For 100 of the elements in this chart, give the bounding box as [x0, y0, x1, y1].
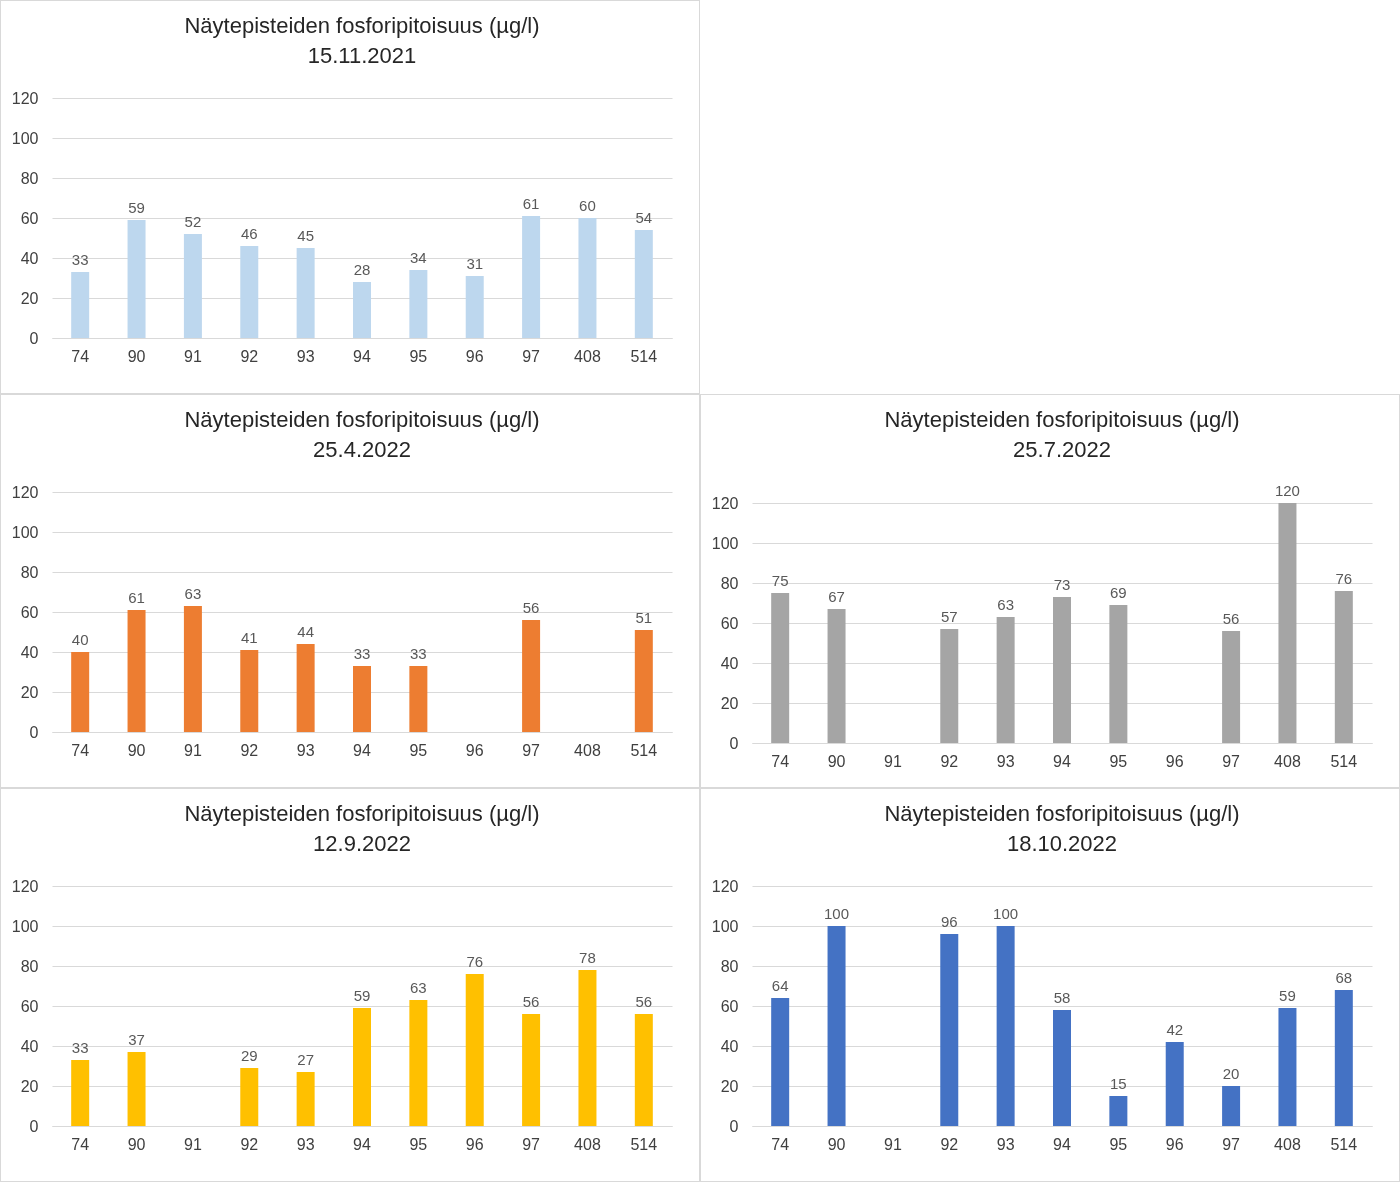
bar	[353, 666, 371, 732]
data-label: 51	[635, 609, 653, 626]
data-label: 56	[635, 993, 653, 1010]
bar	[1334, 990, 1353, 1126]
x-tick-label: 74	[71, 741, 90, 759]
x-tick-label: 93	[996, 1135, 1015, 1153]
data-label: 73	[1053, 576, 1071, 593]
data-label: 63	[184, 585, 202, 602]
y-tick-label: 20	[720, 1077, 739, 1095]
data-label: 100	[824, 905, 850, 922]
data-label: 58	[1053, 989, 1071, 1006]
bar	[183, 234, 202, 338]
data-label: 63	[410, 979, 427, 996]
x-tick-label: 93	[296, 347, 315, 365]
data-label: 59	[353, 987, 371, 1004]
x-tick-label: 97	[522, 347, 541, 365]
bar	[71, 272, 90, 338]
bar	[771, 593, 790, 743]
x-tick-label: 95	[1109, 752, 1128, 770]
bar	[465, 276, 484, 338]
y-tick-label: 80	[20, 957, 39, 975]
y-tick-label: 20	[20, 683, 39, 701]
data-label: 44	[297, 623, 314, 640]
bar	[71, 1060, 90, 1126]
bar	[296, 1072, 315, 1126]
x-tick-label: 90	[827, 752, 846, 770]
bar	[127, 610, 146, 732]
data-label: 120	[1274, 482, 1300, 499]
y-tick-label: 100	[11, 917, 39, 935]
y-tick-label: 40	[20, 249, 39, 267]
bar	[1222, 1086, 1241, 1126]
x-tick-label: 408	[574, 1135, 601, 1153]
data-label: 45	[297, 227, 314, 244]
x-tick-label: 90	[127, 1135, 146, 1153]
y-tick-label: 120	[711, 494, 739, 512]
data-label: 59	[1279, 987, 1296, 1004]
data-label: 20	[1222, 1065, 1240, 1082]
data-label: 40	[71, 631, 89, 648]
x-tick-label: 93	[296, 741, 315, 759]
y-tick-label: 60	[720, 614, 739, 632]
chart-subtitle: 25.4.2022	[313, 437, 411, 462]
bar	[578, 218, 597, 338]
data-label: 15	[1110, 1075, 1127, 1092]
y-tick-label: 60	[20, 603, 39, 621]
bar	[296, 248, 315, 338]
x-tick-label: 92	[940, 1135, 959, 1153]
bar	[827, 926, 846, 1126]
data-label: 33	[410, 645, 427, 662]
bar	[71, 652, 90, 732]
bar	[296, 644, 315, 732]
y-tick-label: 120	[711, 877, 739, 895]
x-tick-label: 95	[409, 1135, 428, 1153]
x-tick-label: 96	[465, 1135, 484, 1153]
chart-subtitle: 15.11.2021	[307, 43, 417, 68]
bar	[634, 1014, 653, 1126]
y-tick-label: 100	[11, 523, 39, 541]
y-tick-label: 0	[29, 723, 39, 741]
bar	[522, 216, 541, 338]
bar	[240, 650, 259, 732]
chart-title: Näytepisteiden fosforipitoisuus (µg/l)	[184, 407, 540, 432]
y-tick-label: 80	[720, 574, 739, 592]
data-label: 29	[240, 1047, 258, 1064]
bar	[1334, 591, 1353, 743]
bar	[771, 998, 790, 1126]
bar	[522, 1014, 541, 1126]
data-label: 78	[579, 949, 596, 966]
data-label: 75	[771, 572, 789, 589]
bar	[1165, 1042, 1184, 1126]
y-tick-label: 20	[20, 289, 39, 307]
data-label: 41	[240, 629, 258, 646]
y-tick-label: 120	[11, 483, 39, 501]
bar	[827, 609, 846, 743]
x-tick-label: 95	[409, 741, 428, 759]
data-label: 31	[466, 255, 484, 272]
y-tick-label: 0	[29, 329, 39, 347]
bar	[522, 620, 541, 732]
data-label: 63	[997, 596, 1014, 613]
data-label: 56	[522, 993, 540, 1010]
data-label: 100	[993, 905, 1019, 922]
bar	[996, 617, 1015, 743]
y-tick-label: 60	[20, 209, 39, 227]
y-tick-label: 100	[11, 129, 39, 147]
y-tick-label: 20	[20, 1077, 39, 1095]
x-tick-label: 94	[353, 741, 371, 759]
x-tick-label: 92	[240, 741, 259, 759]
x-tick-label: 94	[1053, 752, 1071, 770]
data-label: 56	[1222, 610, 1240, 627]
data-label: 96	[940, 913, 958, 930]
data-label: 46	[240, 225, 258, 242]
x-tick-label: 74	[771, 752, 790, 770]
bar	[1278, 1008, 1297, 1126]
x-tick-label: 97	[522, 741, 541, 759]
x-tick-label: 514	[630, 741, 658, 759]
bar	[996, 926, 1015, 1126]
data-label: 68	[1335, 969, 1353, 986]
y-tick-label: 0	[729, 734, 739, 752]
data-label: 42	[1166, 1021, 1184, 1038]
x-tick-label: 92	[240, 347, 259, 365]
x-tick-label: 408	[1274, 1135, 1301, 1153]
y-tick-label: 60	[720, 997, 739, 1015]
